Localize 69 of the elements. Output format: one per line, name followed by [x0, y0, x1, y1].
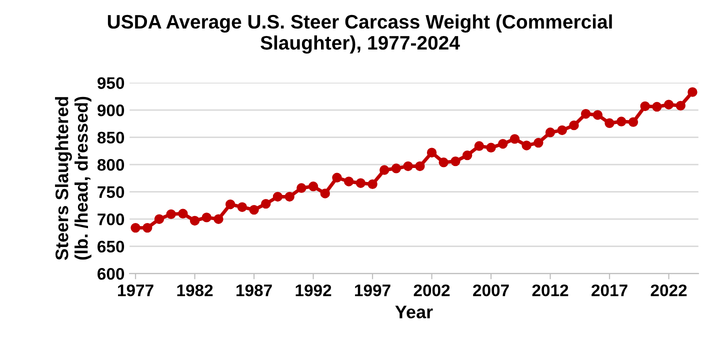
y-axis-title: Steers Slaughtered (lb. /head, dressed)	[55, 96, 92, 260]
point	[332, 172, 342, 183]
point	[604, 118, 614, 128]
point	[438, 158, 448, 168]
point	[225, 200, 236, 210]
point	[676, 100, 686, 111]
point	[166, 209, 176, 220]
point	[688, 87, 698, 97]
point	[237, 202, 248, 212]
x-tick-label: 2002	[414, 284, 450, 296]
point	[510, 134, 520, 144]
point	[664, 100, 674, 110]
point	[498, 138, 508, 149]
point	[391, 164, 402, 174]
y-tick-label: 650	[98, 240, 124, 253]
x-tick-label: 1992	[296, 284, 332, 296]
point	[462, 150, 472, 160]
point	[545, 128, 556, 138]
y-tick-label: 900	[98, 104, 124, 116]
point	[154, 214, 164, 224]
point	[616, 116, 626, 126]
x-axis-title: Year	[395, 306, 433, 318]
point	[190, 216, 200, 226]
point	[178, 208, 188, 218]
point	[356, 178, 366, 188]
point	[284, 192, 294, 202]
y-tick-label: 800	[97, 158, 124, 171]
point	[580, 109, 591, 119]
point	[344, 176, 354, 186]
point	[486, 142, 496, 153]
point	[296, 183, 306, 193]
y-tick-label: 950	[98, 77, 124, 90]
point	[380, 165, 390, 175]
x-tick-label: 1982	[177, 284, 213, 296]
x-tick-label: 2022	[650, 284, 687, 296]
y-tick-label: 750	[98, 186, 124, 198]
point	[308, 182, 318, 192]
point	[534, 138, 544, 148]
point	[592, 110, 603, 120]
point	[557, 125, 567, 136]
point	[130, 222, 140, 233]
point	[415, 161, 425, 172]
point	[640, 101, 650, 112]
point	[142, 222, 152, 233]
x-tick-label: 1997	[355, 284, 390, 296]
y-tick-label: 850	[97, 132, 124, 144]
point	[214, 214, 224, 224]
point	[202, 212, 212, 222]
point	[628, 117, 638, 127]
x-tick-label: 1987	[236, 284, 272, 296]
point	[426, 148, 437, 158]
y-tick-label: 600	[98, 268, 124, 280]
y-tick-label: 700	[98, 213, 124, 226]
chart-title: USDA Average U.S. Steer Carcass Weight (Commercial Slaughter), 1977-2024	[108, 14, 612, 54]
point	[522, 140, 532, 150]
point	[652, 102, 662, 112]
x-tick-label: 2017	[592, 284, 628, 296]
point	[272, 192, 283, 202]
point	[368, 179, 378, 190]
point	[403, 161, 413, 172]
x-tick-label: 2007	[473, 284, 509, 296]
point	[569, 120, 579, 130]
point	[320, 188, 330, 198]
point	[249, 204, 259, 215]
x-tick-label: 1977	[118, 284, 154, 296]
x-tick-label: 2012	[532, 284, 568, 296]
point	[261, 198, 271, 209]
point	[450, 156, 460, 166]
point	[474, 141, 484, 151]
